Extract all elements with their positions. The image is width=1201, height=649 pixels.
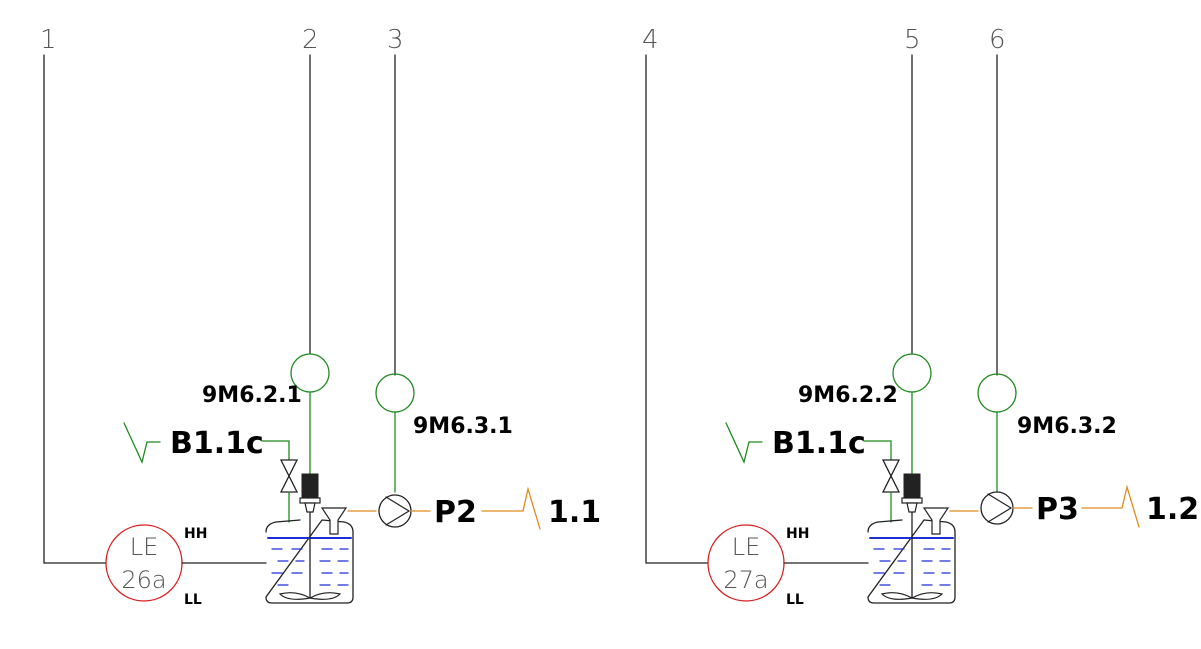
valve-symbol — [279, 459, 299, 493]
level-element-number: 27a — [723, 566, 768, 594]
pump-motor-instrument-circle — [375, 373, 415, 413]
pump-motor-instrument-circle — [977, 373, 1017, 413]
tank-liquid-hatch — [271, 548, 349, 586]
motor-flange — [901, 497, 923, 504]
level-element-tag: LE — [130, 533, 159, 561]
pump-symbol — [980, 491, 1014, 525]
valve-ref-label: B1.1c — [772, 426, 866, 461]
valve-ref-line — [261, 440, 290, 461]
outlet-line — [481, 486, 541, 530]
agitator-motor — [301, 473, 319, 501]
process-unit-1: 1 2 3 LE 26a HH LL 9M6.2.1 9M6.3.1 B1.1c — [40, 25, 601, 608]
valve-ref-break-mark — [725, 422, 763, 464]
pump-motor-tag: 9M6.3.2 — [1017, 414, 1117, 439]
level-element-tag: LE — [732, 533, 761, 561]
level-low-label: LL — [184, 592, 202, 608]
line-label-2: 2 — [302, 25, 319, 55]
process-unit-2: 4 5 6 LE 27a HH LL 9M6.2.2 9M6.3.2 B1.1c — [642, 25, 1199, 608]
signal-line-1 — [43, 54, 107, 564]
line-label-5: 5 — [904, 25, 921, 55]
motor-coupling — [304, 502, 316, 513]
pump-symbol — [378, 494, 412, 528]
line-label-3: 3 — [387, 25, 404, 55]
pump-motor-tag: 9M6.3.1 — [413, 414, 513, 439]
level-low-label: LL — [786, 592, 804, 608]
line-label-1: 1 — [40, 25, 57, 55]
line-label-6: 6 — [989, 25, 1006, 55]
valve-ref-line — [863, 440, 892, 461]
valve-symbol — [881, 459, 901, 493]
agitator-blade — [278, 592, 342, 600]
outlet-ref: 1.1 — [548, 495, 601, 530]
level-element-number: 26a — [121, 566, 166, 594]
valve-ref-label: B1.1c — [170, 426, 264, 461]
outlet-line — [1081, 484, 1140, 528]
level-high-label: HH — [184, 526, 207, 542]
pump-arrow — [385, 496, 411, 526]
motor-flange — [299, 497, 321, 504]
pump-tag: P2 — [434, 495, 477, 530]
tank-vessel — [867, 519, 956, 604]
agitator-blade — [880, 592, 944, 600]
motor-tag: 9M6.2.1 — [202, 383, 302, 408]
agitator-motor — [903, 473, 921, 501]
tank-liquid-hatch — [873, 548, 951, 586]
motor-coupling — [906, 502, 918, 513]
outlet-ref: 1.2 — [1146, 492, 1199, 527]
signal-line-4 — [645, 54, 709, 564]
tank-vessel — [265, 519, 354, 604]
motor-tag: 9M6.2.2 — [798, 383, 898, 408]
pump-tag: P3 — [1036, 492, 1079, 527]
line-label-4: 4 — [642, 25, 659, 55]
motor-instrument-circle — [892, 353, 932, 393]
funnel-inlet — [320, 507, 348, 535]
valve-ref-break-mark — [123, 422, 161, 464]
pump-arrow — [987, 493, 1013, 523]
funnel-inlet — [922, 507, 950, 535]
level-high-label: HH — [786, 526, 809, 542]
